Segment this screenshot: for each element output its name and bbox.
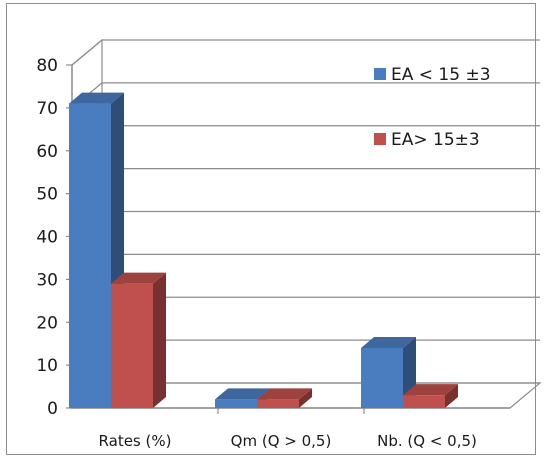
y-tick-label: 0	[47, 399, 58, 419]
y-tick-label: 80	[36, 56, 58, 76]
x-category-label: Rates (%)	[99, 432, 172, 450]
x-category-label: Qm (Q > 0,5)	[231, 432, 332, 450]
bar	[403, 395, 445, 408]
bar	[257, 399, 299, 408]
x-category-label: Nb. (Q < 0,5)	[377, 432, 477, 450]
bar-top	[215, 388, 270, 400]
bar	[69, 103, 111, 409]
y-tick-label: 30	[36, 270, 58, 290]
bar-top	[361, 336, 416, 348]
y-tick-label: 20	[36, 313, 58, 333]
y-tick-label: 40	[36, 228, 58, 248]
bar-side	[299, 388, 312, 408]
y-tick-label: 50	[36, 185, 58, 205]
bar-side	[153, 272, 166, 408]
bar-top	[403, 384, 458, 396]
bar-top	[111, 272, 166, 284]
legend-label: EA < 15 ±3	[391, 65, 491, 85]
bar-top	[257, 388, 312, 400]
y-tick-label: 70	[36, 99, 58, 119]
legend-swatch	[374, 68, 386, 80]
legend-swatch	[374, 133, 386, 145]
bar-side	[445, 384, 458, 408]
bar	[111, 283, 153, 408]
legend-label: EA> 15±3	[391, 130, 480, 150]
bar	[215, 399, 257, 408]
y-tick-label: 10	[36, 356, 58, 376]
bar-top	[69, 92, 124, 104]
y-tick-label: 60	[36, 142, 58, 162]
gridline-side	[71, 39, 103, 66]
bar	[361, 347, 403, 408]
